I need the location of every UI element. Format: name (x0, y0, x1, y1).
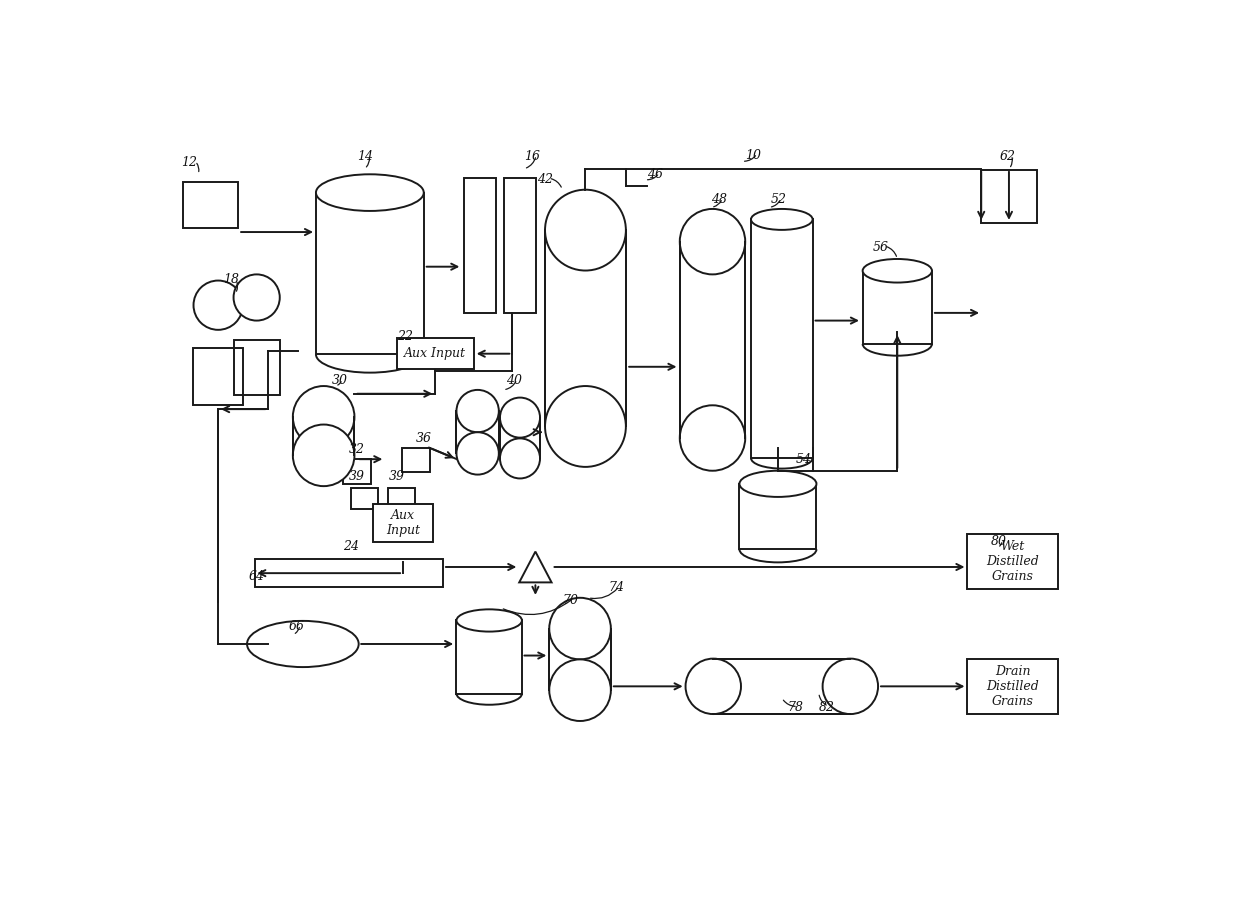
Text: 12: 12 (181, 156, 197, 170)
Text: 64: 64 (249, 571, 265, 583)
Bar (193, 347, 243, 405)
Text: 10: 10 (745, 149, 761, 161)
Bar (254, 560, 444, 587)
Bar (981, 171, 1037, 223)
Ellipse shape (546, 386, 626, 467)
Circle shape (193, 280, 243, 330)
Text: 36: 36 (417, 432, 432, 445)
Polygon shape (520, 551, 552, 582)
Text: 56: 56 (873, 241, 889, 254)
Text: 39: 39 (389, 471, 405, 483)
Text: 40: 40 (506, 375, 522, 387)
Bar (549, 629, 611, 690)
Text: 78: 78 (787, 701, 804, 715)
Text: Wet
Distilled
Grains: Wet Distilled Grains (987, 540, 1039, 583)
Bar (967, 534, 1058, 590)
Text: 14: 14 (357, 150, 373, 163)
Text: 52: 52 (770, 193, 786, 206)
Text: 32: 32 (350, 443, 365, 455)
Text: Drain
Distilled
Grains: Drain Distilled Grains (987, 665, 1039, 707)
Ellipse shape (456, 390, 498, 433)
Text: 22: 22 (397, 330, 413, 343)
Ellipse shape (863, 259, 932, 283)
Text: 80: 80 (991, 535, 1007, 548)
Text: 39: 39 (350, 471, 365, 483)
Ellipse shape (822, 658, 878, 714)
Ellipse shape (549, 659, 611, 721)
Ellipse shape (500, 397, 541, 438)
Ellipse shape (549, 598, 611, 659)
Bar (713, 658, 851, 714)
Ellipse shape (751, 209, 812, 229)
Bar (182, 182, 238, 229)
Bar (351, 488, 377, 509)
Bar (373, 504, 433, 542)
Ellipse shape (456, 610, 522, 631)
Circle shape (233, 275, 280, 320)
Bar (456, 620, 522, 694)
Text: 24: 24 (343, 540, 358, 552)
Ellipse shape (293, 386, 355, 448)
Text: 82: 82 (818, 701, 835, 715)
Bar (464, 178, 496, 313)
Bar (388, 488, 414, 509)
Text: Aux Input: Aux Input (404, 347, 466, 360)
Text: 70: 70 (563, 593, 578, 607)
Text: 18: 18 (223, 273, 239, 287)
Text: 66: 66 (289, 619, 305, 633)
Bar (233, 340, 280, 395)
Text: 62: 62 (999, 150, 1016, 163)
Ellipse shape (680, 405, 745, 471)
Text: Aux
Input: Aux Input (386, 509, 420, 537)
Bar (293, 417, 355, 455)
Ellipse shape (316, 174, 424, 211)
Ellipse shape (546, 190, 626, 270)
Bar (500, 417, 539, 458)
Text: 16: 16 (523, 150, 539, 163)
Bar (343, 459, 371, 483)
Ellipse shape (739, 471, 816, 497)
Ellipse shape (686, 658, 742, 714)
Bar (863, 271, 932, 344)
Bar (456, 411, 498, 454)
Ellipse shape (680, 209, 745, 275)
Bar (739, 483, 816, 550)
Bar (546, 230, 626, 426)
Text: 48: 48 (711, 193, 727, 206)
Bar (402, 448, 430, 473)
Bar (680, 241, 745, 438)
Text: 54: 54 (796, 453, 812, 465)
Text: 46: 46 (647, 168, 663, 180)
Text: 42: 42 (537, 173, 553, 186)
Bar (397, 338, 474, 369)
Ellipse shape (456, 433, 498, 474)
Text: 30: 30 (331, 375, 347, 387)
Bar (316, 192, 424, 355)
Ellipse shape (500, 438, 541, 478)
Bar (503, 178, 536, 313)
Text: 74: 74 (609, 581, 625, 594)
Ellipse shape (293, 424, 355, 486)
Bar (967, 658, 1058, 714)
Bar (751, 219, 812, 458)
Ellipse shape (247, 621, 358, 667)
